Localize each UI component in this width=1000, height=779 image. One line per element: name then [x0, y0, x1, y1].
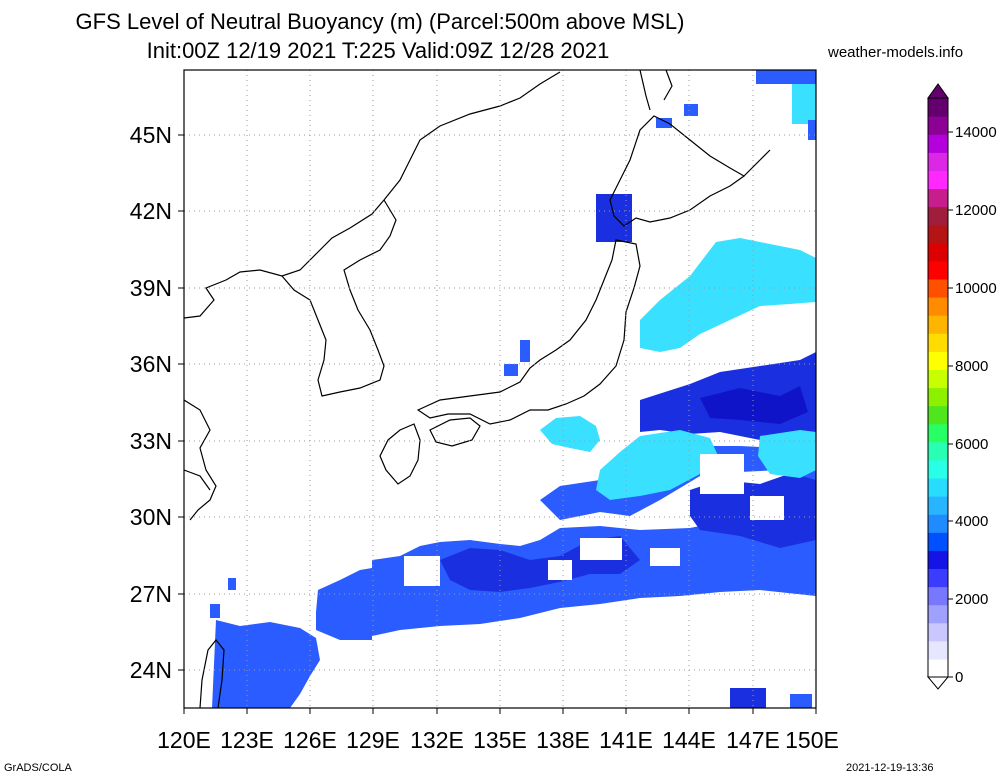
colorbar-segment [928, 586, 948, 606]
colorbar-label: 0 [955, 669, 963, 686]
colorbar-segment [928, 351, 948, 370]
lon-label: 132E [410, 727, 464, 753]
colorbar-segment [928, 315, 948, 334]
colorbar-segment [928, 496, 948, 515]
colorbar-label: 4000 [955, 513, 988, 530]
lat-label: 33N [130, 428, 172, 454]
axis-ticks [178, 134, 817, 714]
coastlines [184, 70, 771, 708]
software-credit: GrADS/COLA [4, 762, 72, 774]
colorbar-segment [928, 459, 948, 479]
colorbar-segment [928, 387, 948, 407]
colorbar-label: 6000 [955, 436, 988, 453]
lat-label: 42N [130, 198, 172, 224]
colorbar-segment [928, 604, 948, 624]
lon-label: 120E [157, 727, 211, 753]
lat-label: 24N [130, 657, 172, 683]
colorbar-segment [928, 622, 948, 642]
lat-label: 30N [130, 504, 172, 530]
buoyancy-field [210, 70, 816, 708]
lon-label: 129E [346, 727, 400, 753]
colorbar-segment [928, 260, 948, 280]
colorbar-segment [928, 441, 948, 461]
lat-label: 27N [130, 581, 172, 607]
longitude-labels: 120E 123E 126E 129E 132E 135E 138E 141E … [157, 727, 839, 753]
colorbar-label: 10000 [955, 280, 997, 297]
colorbar-label: 14000 [955, 124, 997, 141]
map-panel [178, 69, 817, 714]
colorbar-segment [928, 242, 948, 262]
colorbar: 0 2000 4000 6000 8000 10000 12000 14000 [926, 83, 997, 690]
lat-label: 39N [130, 275, 172, 301]
colorbar-segment [928, 206, 948, 226]
lon-label: 135E [473, 727, 527, 753]
colorbar-segment [928, 224, 948, 244]
colorbar-segment [928, 423, 948, 443]
colorbar-label: 12000 [955, 202, 997, 219]
lon-label: 144E [662, 727, 716, 753]
colorbar-frame [927, 97, 949, 678]
colorbar-segment [928, 532, 948, 551]
colorbar-segment [928, 134, 948, 153]
colorbar-segment [928, 640, 948, 660]
colorbar-segment [928, 188, 948, 208]
graticule [184, 70, 816, 708]
colorbar-segment [928, 369, 948, 389]
colorbar-label: 2000 [955, 591, 988, 608]
lat-label: 45N [130, 122, 172, 148]
colorbar-min-arrow [926, 676, 950, 690]
colorbar-segment [928, 514, 948, 533]
colorbar-segment [928, 152, 948, 171]
map-subtitle: Init:00Z 12/19 2021 T:225 Valid:09Z 12/2… [146, 38, 610, 63]
lon-label: 147E [726, 727, 780, 753]
generation-timestamp: 2021-12-19-13:36 [846, 762, 934, 774]
colorbar-segments [928, 98, 948, 678]
colorbar-max-arrow [927, 83, 949, 99]
colorbar-segment [928, 658, 948, 678]
colorbar-segment [928, 170, 948, 190]
lon-label: 138E [536, 727, 590, 753]
colorbar-segment [928, 405, 948, 425]
lon-label: 141E [599, 727, 653, 753]
colorbar-labels: 0 2000 4000 6000 8000 10000 12000 14000 [955, 124, 997, 686]
colorbar-segment [928, 333, 948, 352]
lon-label: 126E [283, 727, 337, 753]
colorbar-segment [928, 116, 948, 135]
colorbar-segment [928, 297, 948, 316]
lat-label: 36N [130, 351, 172, 377]
lon-label: 150E [785, 727, 839, 753]
colorbar-segment [928, 568, 948, 588]
colorbar-segment [928, 477, 948, 497]
map-title: GFS Level of Neutral Buoyancy (m) (Parce… [75, 9, 685, 34]
colorbar-segment [928, 550, 948, 570]
latitude-labels: 24N 27N 30N 33N 36N 39N 42N 45N [130, 122, 172, 683]
colorbar-label: 8000 [955, 358, 988, 375]
colorbar-segment [928, 278, 948, 298]
colorbar-segment [928, 98, 948, 117]
lon-label: 123E [220, 727, 274, 753]
site-label: weather-models.info [828, 44, 964, 61]
